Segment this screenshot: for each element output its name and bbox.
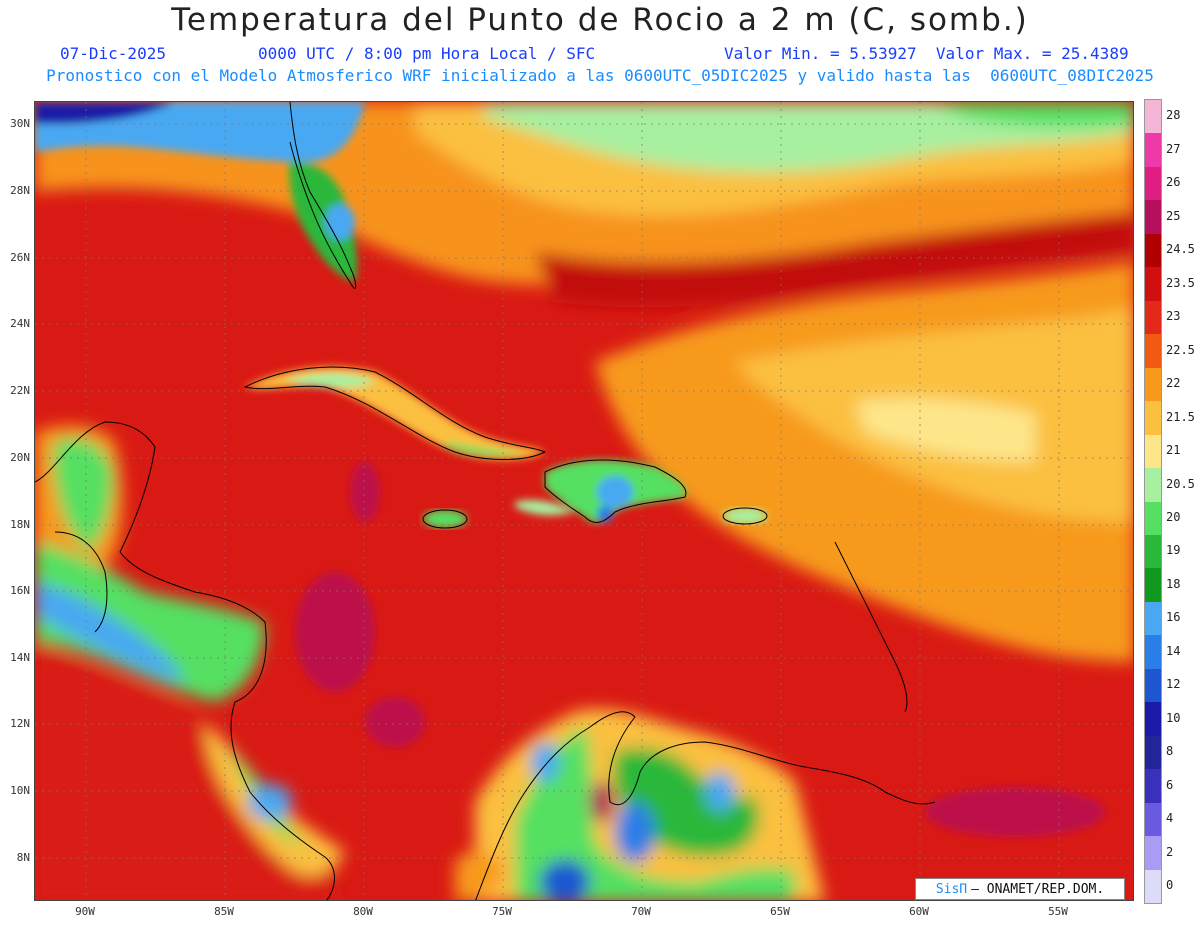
map-title: Temperatura del Punto de Rocio a 2 m (C,… — [171, 2, 1029, 38]
lat-label-14n: 14N — [10, 651, 30, 664]
lat-label-8n: 8N — [16, 851, 30, 864]
colorbar-swatch — [1145, 802, 1161, 837]
lat-label-30n: 30N — [10, 117, 30, 130]
colorbar-swatch — [1145, 267, 1161, 302]
colorbar-swatch — [1145, 601, 1161, 636]
dewpoint-map — [34, 101, 1134, 901]
colorbar-label: 12 — [1166, 677, 1181, 692]
colorbar-label: 22 — [1166, 376, 1181, 391]
colorbar-swatch — [1145, 334, 1161, 369]
colorbar-swatch — [1145, 836, 1161, 871]
credit-org: – ONAMET/REP.DOM. — [971, 881, 1105, 897]
colorbar-label: 18 — [1166, 576, 1181, 591]
colorbar-label: 2 — [1166, 844, 1174, 859]
colorbar-swatch — [1145, 735, 1161, 770]
colorbar-swatch — [1145, 769, 1161, 804]
colorbar-swatch — [1145, 233, 1161, 268]
colorbar-label: 0 — [1166, 878, 1174, 892]
lon-label-60w: 60W — [909, 905, 929, 918]
lat-label-24n: 24N — [10, 317, 30, 330]
colorbar-label: 8 — [1166, 744, 1174, 759]
lat-label-10n: 10N — [10, 784, 30, 797]
colorbar-label: 20.5 — [1166, 476, 1195, 491]
colorbar-label: 23 — [1166, 309, 1181, 324]
colorbar-label: 27 — [1166, 141, 1181, 156]
lon-label-55w: 55W — [1048, 905, 1068, 918]
colorbar-swatch — [1145, 534, 1161, 569]
lat-label-20n: 20N — [10, 451, 30, 464]
map-field — [35, 102, 1133, 900]
lon-label-70w: 70W — [631, 905, 651, 918]
colorbar-swatch — [1145, 100, 1161, 134]
colorbar-label: 14 — [1166, 643, 1181, 658]
colorbar-swatch — [1145, 133, 1161, 168]
colorbar-label: 19 — [1166, 543, 1181, 558]
colorbar-label: 23.5 — [1166, 275, 1195, 290]
lon-label-65w: 65W — [770, 905, 790, 918]
colorbar-label: 10 — [1166, 710, 1181, 725]
lon-label-80w: 80W — [353, 905, 373, 918]
colorbar-swatch — [1145, 434, 1161, 469]
colorbar-label: 22.5 — [1166, 342, 1195, 357]
colorbar-label: 21 — [1166, 443, 1181, 458]
colorbar-swatch — [1145, 635, 1161, 670]
lat-label-22n: 22N — [10, 384, 30, 397]
colorbar-label: 24.5 — [1166, 242, 1195, 257]
colorbar-swatch — [1145, 501, 1161, 536]
lon-label-85w: 85W — [214, 905, 234, 918]
lat-label-12n: 12N — [10, 717, 30, 730]
lat-label-26n: 26N — [10, 251, 30, 264]
colorbar-swatch — [1145, 200, 1161, 235]
colorbar-swatch — [1145, 300, 1161, 335]
colorbar-swatch — [1145, 568, 1161, 603]
colorbar-label: 28 — [1166, 108, 1181, 123]
colorbar-swatch — [1145, 668, 1161, 703]
colorbar-label: 25 — [1166, 208, 1181, 223]
colorbar-label: 20 — [1166, 509, 1181, 524]
minmax-label: Valor Min. = 5.53927 Valor Max. = 25.438… — [724, 44, 1129, 63]
colorbar-swatch — [1145, 468, 1161, 502]
colorbar — [1144, 99, 1162, 904]
credit-box: SisΠ – ONAMET/REP.DOM. — [915, 878, 1125, 900]
sispi-logo: SisΠ — [935, 881, 968, 897]
colorbar-label: 6 — [1166, 777, 1174, 792]
colorbar-swatch — [1145, 702, 1161, 737]
lon-label-90w: 90W — [75, 905, 95, 918]
lat-label-16n: 16N — [10, 584, 30, 597]
forecast-info: Pronostico con el Modelo Atmosferico WRF… — [46, 66, 1154, 85]
lat-label-18n: 18N — [10, 518, 30, 531]
lat-label-28n: 28N — [10, 184, 30, 197]
colorbar-label: 4 — [1166, 811, 1174, 826]
colorbar-swatch — [1145, 869, 1161, 904]
time-label: 0000 UTC / 8:00 pm Hora Local / SFC — [258, 44, 596, 63]
colorbar-label: 26 — [1166, 175, 1181, 190]
colorbar-swatch — [1145, 367, 1161, 402]
date-label: 07-Dic-2025 — [60, 44, 166, 63]
colorbar-label: 16 — [1166, 610, 1181, 625]
colorbar-label: 21.5 — [1166, 409, 1195, 424]
colorbar-swatch — [1145, 401, 1161, 436]
colorbar-swatch — [1145, 166, 1161, 201]
lon-label-75w: 75W — [492, 905, 512, 918]
